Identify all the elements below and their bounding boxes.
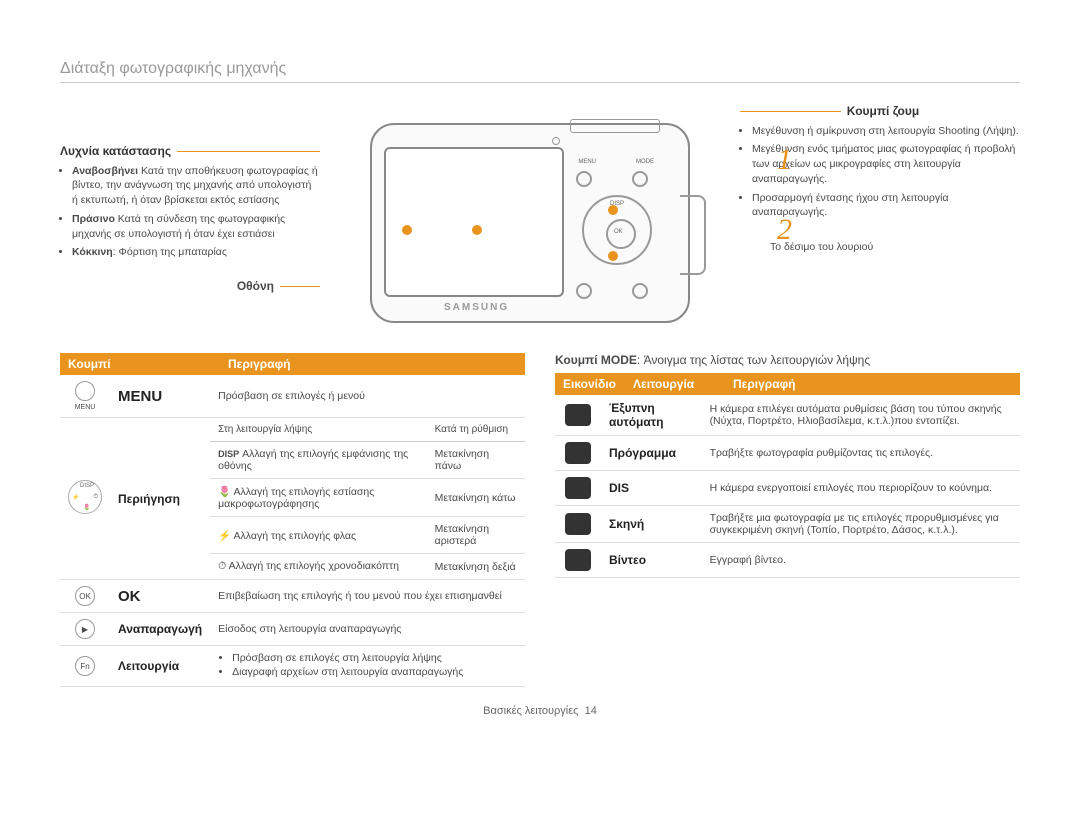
brand-label: SAMSUNG [444,302,509,313]
mode-table-header: Εικονίδιο Λειτουργία Περιγραφή [555,373,1020,395]
table-row: ΒίντεοΕγγραφή βίντεο. [555,543,1020,578]
program-icon [565,442,591,464]
status-bullet: Αναβοσβήνει Κατά την αποθήκευση φωτογραφ… [72,164,320,208]
camera-body: SAMSUNG MENU MODE DISP OK [370,123,690,323]
video-icon [565,549,591,571]
scene-icon [565,513,591,535]
mode-table-col: Κουμπί MODE: Άνοιγμα της λίστας των λειτ… [555,353,1020,687]
ok-icon: OK [75,586,95,606]
table-row: Έξυπνη αυτόματηΗ κάμερα επιλέγει αυτόματ… [555,395,1020,436]
button-table-header: Κουμπί Περιγραφή [60,353,525,375]
callout-dot [402,225,412,235]
top-section: Λυχνία κατάστασης Αναβοσβήνει Κατά την α… [60,103,1020,333]
table-row: Fn Λειτουργία Πρόσβαση σε επιλογές στη λ… [60,646,525,687]
camera-diagram: SAMSUNG MENU MODE DISP OK 1 2 [340,103,720,333]
table-row: OK OK Επιβεβαίωση της επιλογής ή του μεν… [60,580,525,613]
fn-button [632,283,648,299]
table-row: MENU MENU Πρόσβαση σε επιλογές ή μενού [60,375,525,418]
callout-dot [472,225,482,235]
strap-mount [680,195,706,275]
mode-button [632,171,648,187]
status-light-bullets: Αναβοσβήνει Κατά την αποθήκευση φωτογραφ… [60,160,320,274]
zoom-heading: Κουμπί ζουμ [740,103,1020,120]
smart-auto-icon [565,404,591,426]
strap-num-2: 2 [777,213,792,247]
callout-dot [608,205,618,215]
table-row: DISP 🌷 ⚡ ⏱ Περιήγηση Στη λειτουργία λήψη… [60,418,525,442]
footer: Βασικές λειτουργίες 14 [60,705,1020,717]
mode-table: Έξυπνη αυτόματηΗ κάμερα επιλέγει αυτόματ… [555,395,1020,578]
page-title: Διάταξη φωτογραφικής μηχανής [60,60,1020,83]
status-bullet: Κόκκινη: Φόρτιση της μπαταρίας [72,245,320,260]
table-row: ΠρόγραμμαΤραβήξτε φωτογραφία ρυθμίζοντας… [555,436,1020,471]
status-led [552,137,560,145]
bottom-section: Κουμπί Περιγραφή MENU MENU Πρόσβαση σε ε… [60,353,1020,687]
table-row: ▶ Αναπαραγωγή Είσοδος στη λειτουργία ανα… [60,613,525,646]
status-bullet: Πράσινο Κατά τη σύνδεση της φωτογραφικής… [72,212,320,241]
zoom-rocker [570,119,660,133]
strap-label: Το δέσιμο του λουριού [770,240,1020,255]
play-icon: ▶ [75,619,95,639]
menu-button [576,171,592,187]
left-callouts: Λυχνία κατάστασης Αναβοσβήνει Κατά την α… [60,103,320,333]
callout-dot [608,251,618,261]
table-row: DISΗ κάμερα ενεργοποιεί επιλογές που περ… [555,471,1020,506]
status-light-heading: Λυχνία κατάστασης [60,143,320,160]
dis-icon [565,477,591,499]
zoom-bullet: Μεγέθυνση ενός τμήματος μιας φωτογραφίας… [752,142,1020,186]
button-table: MENU MENU Πρόσβαση σε επιλογές ή μενού D… [60,375,525,687]
fn-icon: Fn [75,656,95,676]
screen-label: Οθόνη [60,278,320,295]
zoom-bullet: Προσαρμογή έντασης ήχου στη λειτουργία α… [752,191,1020,220]
camera-screen [384,147,564,297]
menu-icon [75,381,95,401]
strap-num-1: 1 [777,143,792,177]
nav-cross-icon: DISP 🌷 ⚡ ⏱ [68,480,102,514]
mode-description: Κουμπί MODE: Άνοιγμα της λίστας των λειτ… [555,353,1020,367]
mode-label: MODE [636,159,654,165]
zoom-bullet: Μεγέθυνση ή σμίκρυνση στη λειτουργία Sho… [752,124,1020,139]
button-table-col: Κουμπί Περιγραφή MENU MENU Πρόσβαση σε ε… [60,353,525,687]
menu-label: MENU [578,159,596,165]
table-row: ΣκηνήΤραβήξτε μια φωτογραφία με τις επιλ… [555,506,1020,543]
play-button [576,283,592,299]
